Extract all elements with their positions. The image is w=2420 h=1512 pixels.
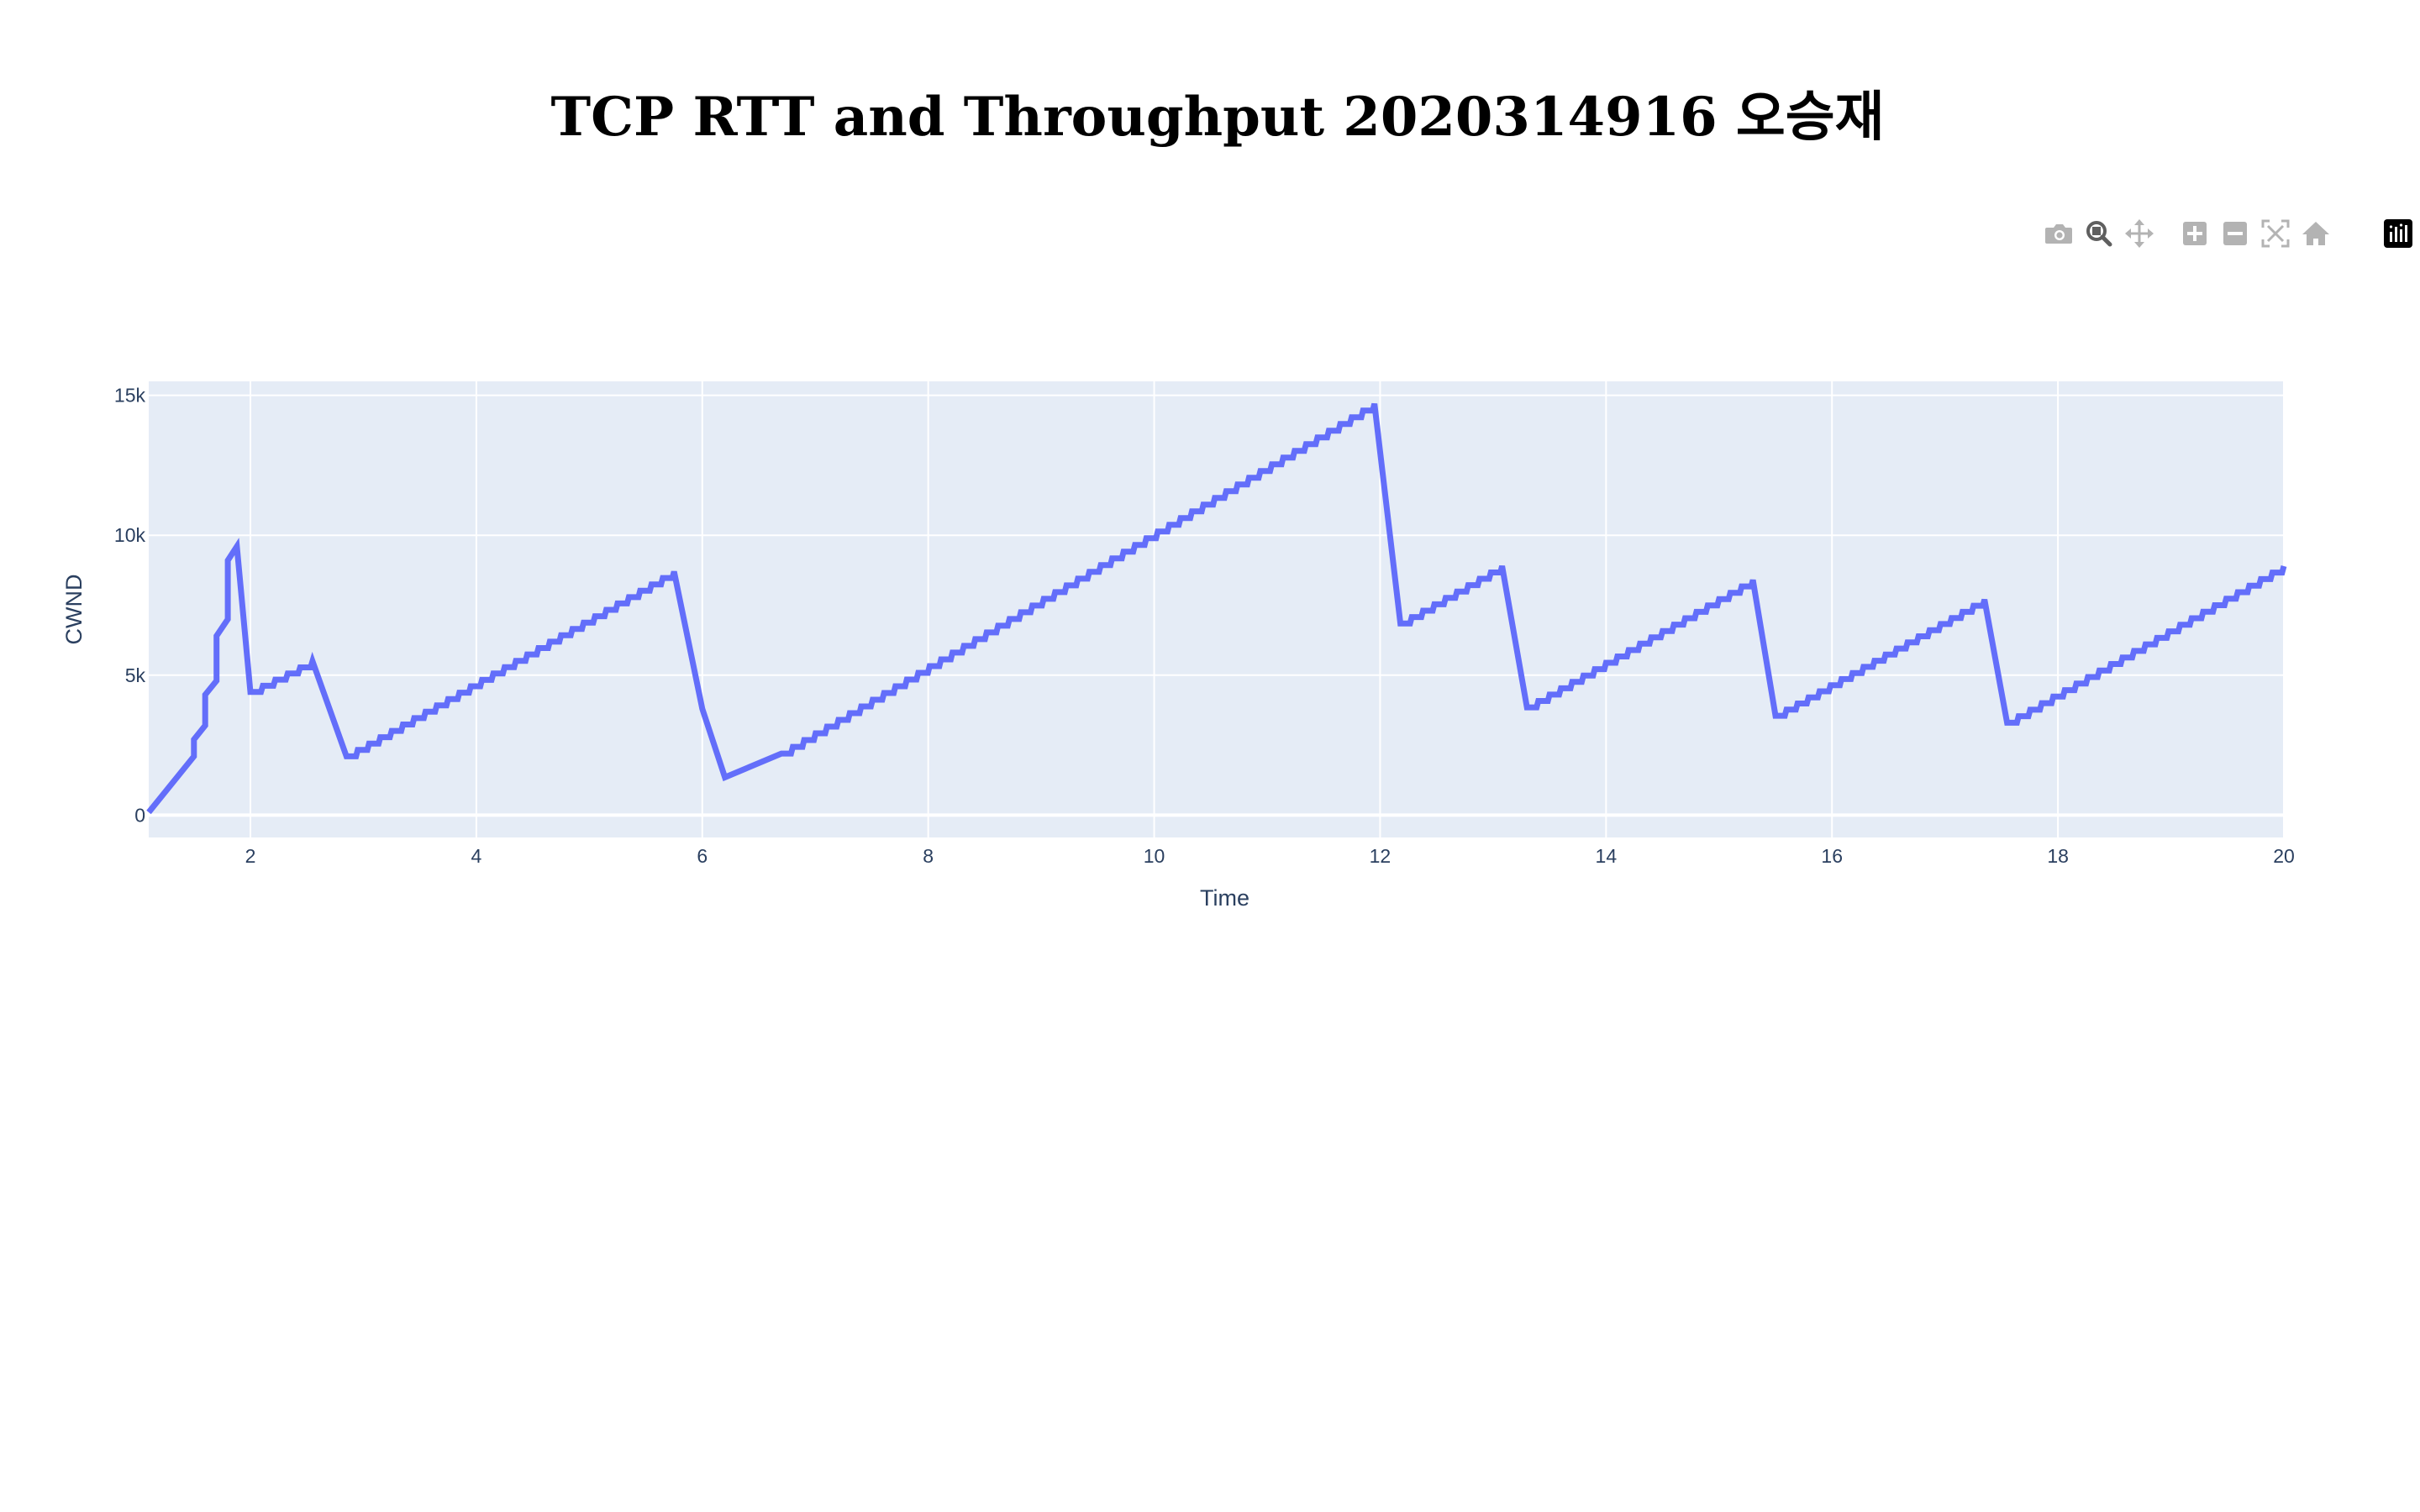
x-axis-ticks: 2 4 6 8 10 12 14 16 18 20 [245,845,2295,867]
x-tick-label: 6 [697,845,708,867]
y-tick-label: 0 [134,804,145,826]
x-tick-label: 4 [471,845,481,867]
x-tick-label: 10 [1144,845,1165,867]
cwnd-series-line [146,402,2287,815]
x-tick-label: 14 [1596,845,1618,867]
y-axis-title: CWND [61,575,87,645]
zoom-out-icon[interactable] [2218,217,2252,250]
x-axis-title: Time [1200,885,1249,911]
grid-lines [149,381,2285,837]
zoom-in-icon[interactable] [2178,217,2212,250]
x-tick-label: 2 [245,845,256,867]
x-tick-label: 18 [2047,845,2069,867]
x-tick-label: 8 [923,845,934,867]
y-tick-label: 10k [114,524,146,546]
plot-background [149,381,2284,837]
home-icon[interactable] [2299,217,2333,250]
plotly-logo-icon[interactable] [2381,217,2415,250]
x-tick-label: 20 [2273,845,2295,867]
x-tick-label: 16 [1821,845,1843,867]
y-axis-ticks: 0 5k 10k 15k [114,385,146,827]
page-title: TCP RTT and Throughput 2020314916 오승재 [550,86,1885,149]
y-tick-label: 15k [114,385,146,407]
camera-icon[interactable] [2042,217,2075,250]
series-layer [146,402,2287,815]
zoom-icon[interactable] [2082,217,2116,250]
pan-icon[interactable] [2123,217,2156,250]
y-tick-label: 5k [125,664,146,686]
autoscale-icon[interactable] [2259,217,2292,250]
x-tick-label: 12 [1370,845,1392,867]
